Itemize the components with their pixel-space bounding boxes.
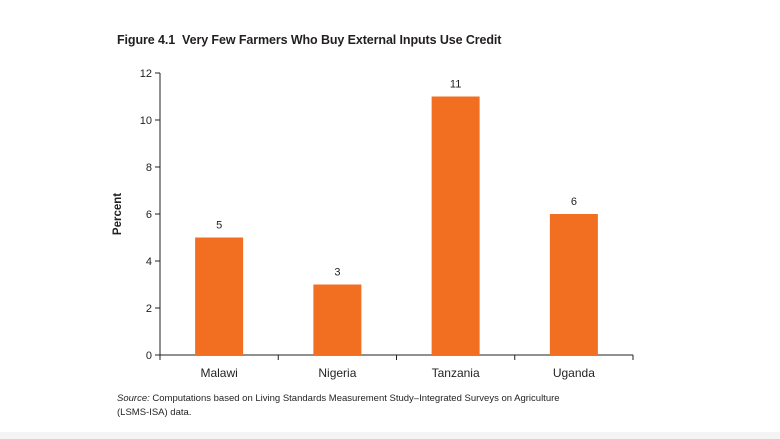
data-label: 6 xyxy=(571,196,577,208)
bottom-band xyxy=(0,432,780,439)
source-note: Source: Computations based on Living Sta… xyxy=(117,392,587,420)
y-tick-label: 0 xyxy=(146,350,152,362)
bar xyxy=(431,96,480,355)
x-tick-label: Tanzania xyxy=(432,366,480,380)
bar xyxy=(313,284,362,355)
y-tick-label: 6 xyxy=(146,209,152,221)
x-tick-label: Malawi xyxy=(200,366,237,380)
x-tick-label: Uganda xyxy=(553,366,595,380)
data-label: 3 xyxy=(334,267,340,279)
y-tick-label: 10 xyxy=(140,115,152,127)
data-label: 5 xyxy=(216,220,222,232)
figure-number: Figure 4.1 xyxy=(117,33,176,47)
data-label: 11 xyxy=(450,79,461,91)
y-tick-label: 2 xyxy=(146,303,152,315)
source-lead: Source: xyxy=(117,393,150,404)
y-tick-label: 4 xyxy=(146,256,152,268)
bar xyxy=(195,237,244,355)
source-text: Computations based on Living Standards M… xyxy=(117,393,560,418)
chart-title: Figure 4.1 Very Few Farmers Who Buy Exter… xyxy=(117,33,501,47)
y-tick-label: 12 xyxy=(140,68,152,80)
x-tick-label: Nigeria xyxy=(318,366,356,380)
bar xyxy=(549,214,598,355)
y-tick-label: 8 xyxy=(146,162,152,174)
figure-title: Very Few Farmers Who Buy External Inputs… xyxy=(182,33,502,47)
